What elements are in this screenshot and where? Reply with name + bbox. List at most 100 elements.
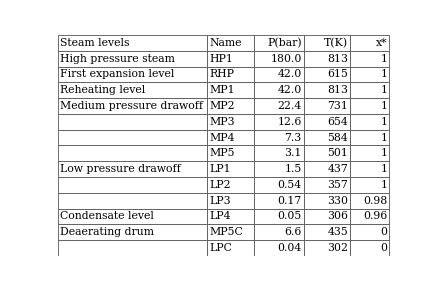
Text: 0.96: 0.96 [363,211,388,221]
Text: 0.04: 0.04 [277,243,302,253]
Bar [58,224,207,240]
Text: High pressure steam: High pressure steam [60,54,175,64]
Bar [254,193,303,209]
Text: HP1: HP1 [209,54,233,64]
Text: Medium pressure drawoff: Medium pressure drawoff [60,101,203,111]
Text: 330: 330 [327,196,348,206]
Bar [254,209,303,224]
Bar [350,145,389,161]
Bar [58,98,207,114]
Bar [303,51,350,67]
Bar [254,130,303,145]
Bar [58,145,207,161]
Text: MP3: MP3 [209,117,235,127]
Bar [303,145,350,161]
Text: 306: 306 [327,211,348,221]
Text: 22.4: 22.4 [277,101,302,111]
Bar [58,193,207,209]
Bar [254,240,303,256]
Text: 0: 0 [381,227,388,237]
Text: Deaerating drum: Deaerating drum [60,227,154,237]
Text: 813: 813 [327,54,348,64]
Bar [254,177,303,193]
Text: LP3: LP3 [209,196,231,206]
Text: MP5: MP5 [209,148,235,158]
Bar [207,240,254,256]
Bar [350,161,389,177]
Bar [350,224,389,240]
Bar [58,51,207,67]
Bar [350,130,389,145]
Text: MP5C: MP5C [209,227,243,237]
Text: 302: 302 [327,243,348,253]
Text: P(bar): P(bar) [267,38,302,48]
Bar [207,209,254,224]
Bar [303,35,350,51]
Bar [207,51,254,67]
Bar [254,145,303,161]
Bar [58,67,207,82]
Text: 0: 0 [381,243,388,253]
Text: LPC: LPC [209,243,232,253]
Bar [303,240,350,256]
Text: 1: 1 [381,148,388,158]
Bar [254,51,303,67]
Bar [350,67,389,82]
Bar [303,224,350,240]
Bar [207,193,254,209]
Bar [207,114,254,130]
Bar [303,130,350,145]
Bar [254,224,303,240]
Text: RHP: RHP [209,69,234,79]
Bar [58,209,207,224]
Text: LP4: LP4 [209,211,231,221]
Bar [58,82,207,98]
Text: 501: 501 [327,148,348,158]
Text: Condensate level: Condensate level [60,211,154,221]
Bar [350,114,389,130]
Bar [207,82,254,98]
Bar [254,67,303,82]
Bar [207,98,254,114]
Bar [303,67,350,82]
Text: LP2: LP2 [209,180,231,190]
Text: 654: 654 [327,117,348,127]
Text: 0.98: 0.98 [363,196,388,206]
Bar [207,130,254,145]
Text: 1: 1 [381,69,388,79]
Text: 7.3: 7.3 [284,132,302,143]
Text: 615: 615 [327,69,348,79]
Bar [350,177,389,193]
Text: 42.0: 42.0 [277,85,302,95]
Text: Name: Name [209,38,242,48]
Bar [58,130,207,145]
Bar [207,35,254,51]
Text: T(K): T(K) [324,38,348,48]
Text: MP4: MP4 [209,132,235,143]
Bar [350,209,389,224]
Text: 1: 1 [381,101,388,111]
Bar [58,240,207,256]
Text: 6.6: 6.6 [284,227,302,237]
Bar [350,51,389,67]
Text: Steam levels: Steam levels [60,38,129,48]
Text: 731: 731 [327,101,348,111]
Text: 180.0: 180.0 [271,54,302,64]
Bar [58,114,207,130]
Bar [254,35,303,51]
Bar [350,35,389,51]
Text: 3.1: 3.1 [284,148,302,158]
Bar [303,193,350,209]
Text: 1: 1 [381,132,388,143]
Text: 813: 813 [327,85,348,95]
Text: 1: 1 [381,85,388,95]
Bar [254,82,303,98]
Bar [58,177,207,193]
Text: x*: x* [376,38,388,48]
Bar [303,177,350,193]
Bar [58,35,207,51]
Text: 584: 584 [327,132,348,143]
Text: 0.54: 0.54 [278,180,302,190]
Bar [207,67,254,82]
Text: Low pressure drawoff: Low pressure drawoff [60,164,181,174]
